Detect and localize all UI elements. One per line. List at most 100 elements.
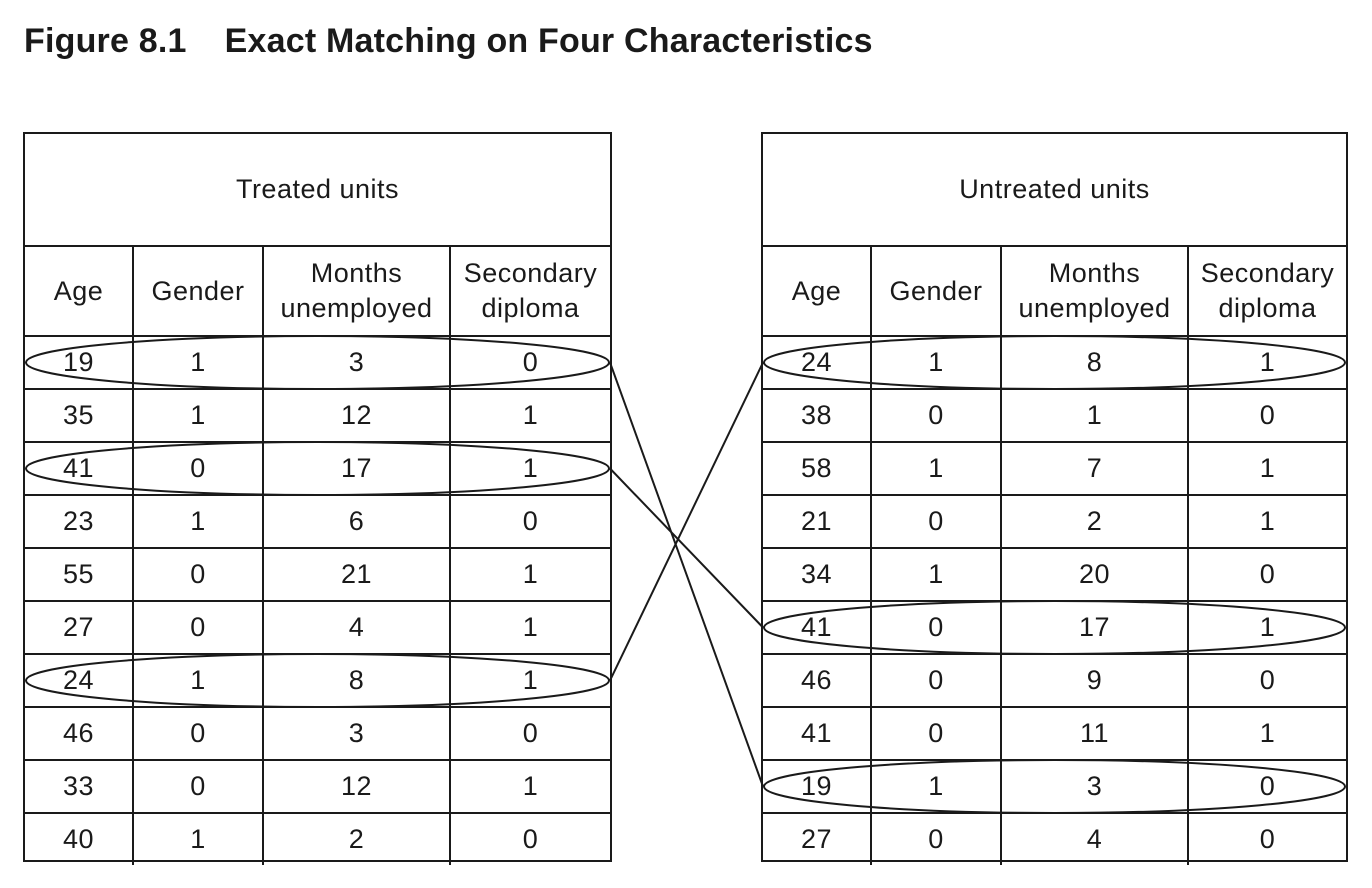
cell-age: 23 [25, 495, 134, 549]
cell-secondary-diploma: 0 [1188, 389, 1346, 443]
cell-months-unemployed: 6 [263, 495, 451, 549]
cell-months-unemployed: 8 [1001, 336, 1189, 390]
untreated-units-panel: Untreated units Age Gender Months unempl… [761, 132, 1348, 865]
column-header-gender: Gender [133, 247, 264, 337]
cell-age: 24 [25, 654, 134, 708]
treated-units-panel: Treated units Age Gender Months unemploy… [23, 132, 612, 865]
cell-age: 35 [25, 389, 134, 443]
table-row: 40 1 2 0 [25, 813, 610, 865]
cell-secondary-diploma: 1 [450, 654, 610, 708]
cell-months-unemployed: 7 [1001, 442, 1189, 496]
cell-months-unemployed: 17 [1001, 601, 1189, 655]
table-row: 24 1 8 1 [25, 654, 610, 708]
cell-gender: 1 [871, 760, 1002, 814]
cell-gender: 0 [133, 601, 264, 655]
table-row: 34 1 20 0 [763, 548, 1346, 602]
table-row: 19 1 3 0 [25, 336, 610, 390]
cell-gender: 1 [133, 336, 264, 390]
cell-months-unemployed: 12 [263, 760, 451, 814]
cell-secondary-diploma: 0 [450, 707, 610, 761]
table-row: 41 0 17 1 [25, 442, 610, 496]
figure-caption: Exact Matching on Four Characteristics [224, 22, 873, 60]
table-row: 23 1 6 0 [25, 495, 610, 549]
match-connector-line [609, 467, 764, 629]
cell-age: 41 [25, 442, 134, 496]
untreated-units-rows: 24 1 8 1 38 0 1 0 58 1 7 1 21 0 2 1 34 1 20 0 41 0 17 1 46 0 9 0 41 0… [763, 336, 1346, 865]
column-header-age: Age [25, 247, 134, 337]
cell-gender: 1 [871, 442, 1002, 496]
cell-age: 19 [763, 760, 872, 814]
cell-age: 46 [25, 707, 134, 761]
cell-secondary-diploma: 1 [1188, 601, 1346, 655]
cell-age: 24 [763, 336, 872, 390]
cell-months-unemployed: 11 [1001, 707, 1189, 761]
cell-age: 33 [25, 760, 134, 814]
cell-secondary-diploma: 1 [1188, 442, 1346, 496]
cell-secondary-diploma: 0 [1188, 548, 1346, 602]
cell-secondary-diploma: 1 [450, 601, 610, 655]
cell-age: 41 [763, 707, 872, 761]
table-row: 55 0 21 1 [25, 548, 610, 602]
cell-gender: 0 [133, 442, 264, 496]
cell-gender: 1 [133, 495, 264, 549]
treated-units-title: Treated units [25, 134, 610, 247]
table-row: 27 0 4 1 [25, 601, 610, 655]
column-header-age: Age [763, 247, 872, 337]
table-header-row: Age Gender Months unemployed Secondary d… [25, 247, 610, 337]
cell-months-unemployed: 12 [263, 389, 451, 443]
cell-gender: 0 [871, 813, 1002, 865]
cell-secondary-diploma: 0 [1259, 824, 1276, 854]
cell-secondary-diploma: 0 [450, 495, 610, 549]
cell-secondary-diploma: 1 [450, 760, 610, 814]
column-header-secondary-diploma: Secondary diploma [450, 247, 610, 337]
table-header-row: Age Gender Months unemployed Secondary d… [763, 247, 1346, 337]
figure-title: Figure 8.1 Exact Matching on Four Charact… [24, 22, 873, 61]
cell-months-unemployed: 3 [1001, 760, 1189, 814]
cell-months-unemployed: 3 [263, 336, 451, 390]
treated-units-table: Age Gender Months unemployed Secondary d… [25, 247, 610, 865]
cell-months-unemployed: 2 [263, 813, 451, 865]
figure-number: Figure 8.1 [24, 22, 187, 60]
cell-age: 41 [763, 601, 872, 655]
treated-units-rows: 19 1 3 0 35 1 12 1 41 0 17 1 23 1 6 0 55 0 21 1 27 0 4 1 24 1 8 1 46… [25, 336, 610, 865]
cell-secondary-diploma: 0 [522, 824, 539, 854]
cell-months-unemployed: 4 [263, 601, 451, 655]
table-row: 58 1 7 1 [763, 442, 1346, 496]
cell-age: 21 [763, 495, 872, 549]
cell-secondary-diploma: 1 [1188, 707, 1346, 761]
cell-gender: 0 [871, 389, 1002, 443]
cell-gender: 0 [133, 760, 264, 814]
cell-age: 38 [763, 389, 872, 443]
cell-secondary-diploma: 0 [1188, 760, 1346, 814]
untreated-units-title: Untreated units [763, 134, 1346, 247]
table-row: 46 0 9 0 [763, 654, 1346, 708]
cell-secondary-diploma: 1 [450, 389, 610, 443]
cell-months-unemployed: 21 [263, 548, 451, 602]
cell-gender: 0 [871, 601, 1002, 655]
untreated-units-table: Age Gender Months unemployed Secondary d… [763, 247, 1346, 865]
cell-age: 40 [25, 813, 134, 865]
table-row: 24 1 8 1 [763, 336, 1346, 390]
cell-gender: 0 [871, 654, 1002, 708]
table-row: 27 0 4 0 [763, 813, 1346, 865]
cell-age: 34 [763, 548, 872, 602]
cell-age: 55 [25, 548, 134, 602]
cell-secondary-diploma: 1 [1188, 336, 1346, 390]
cell-gender: 1 [871, 336, 1002, 390]
table-row: 46 0 3 0 [25, 707, 610, 761]
table-row: 41 0 11 1 [763, 707, 1346, 761]
match-connector-line [609, 362, 764, 681]
column-header-months-unemployed: Months unemployed [263, 247, 451, 337]
cell-months-unemployed: 3 [263, 707, 451, 761]
cell-age: 27 [763, 813, 872, 865]
cell-months-unemployed: 8 [263, 654, 451, 708]
cell-months-unemployed: 2 [1001, 495, 1189, 549]
table-row: 35 1 12 1 [25, 389, 610, 443]
cell-months-unemployed: 1 [1001, 389, 1189, 443]
cell-gender: 1 [133, 389, 264, 443]
cell-gender: 1 [871, 548, 1002, 602]
cell-months-unemployed: 9 [1001, 654, 1189, 708]
cell-gender: 0 [133, 707, 264, 761]
match-connector-line [609, 362, 764, 787]
cell-months-unemployed: 20 [1001, 548, 1189, 602]
